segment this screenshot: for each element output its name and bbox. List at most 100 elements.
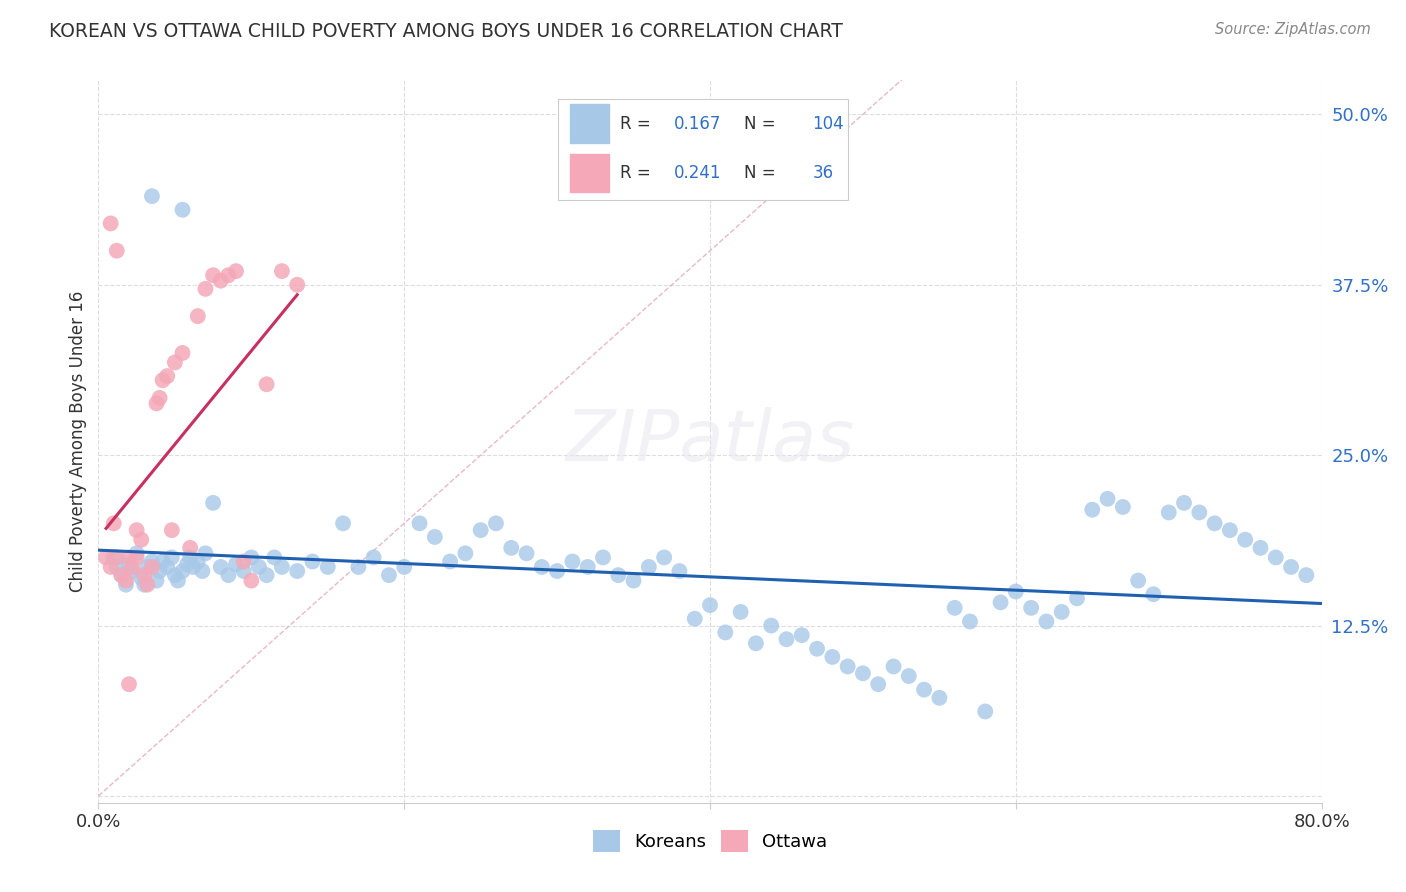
Point: [136, 560, 159, 574]
Point: [181, 560, 204, 574]
Point: [837, 659, 859, 673]
Point: [439, 554, 461, 568]
Point: [191, 564, 214, 578]
Point: [209, 274, 232, 288]
Point: [790, 628, 813, 642]
Point: [232, 554, 254, 568]
Point: [270, 264, 292, 278]
Point: [121, 560, 143, 574]
Point: [1050, 605, 1073, 619]
Point: [202, 496, 225, 510]
Point: [100, 560, 122, 574]
Point: [160, 523, 183, 537]
Point: [408, 516, 430, 531]
Point: [202, 268, 225, 283]
Point: [256, 377, 278, 392]
Bar: [571, 104, 609, 144]
Point: [806, 641, 828, 656]
Point: [105, 550, 128, 565]
Point: [121, 564, 143, 578]
Point: [912, 682, 935, 697]
Point: [225, 264, 247, 278]
Point: [232, 564, 254, 578]
Legend: Koreans, Ottawa: Koreans, Ottawa: [585, 822, 835, 859]
Point: [1264, 550, 1286, 565]
Point: [125, 550, 148, 565]
Point: [160, 550, 183, 565]
Point: [118, 677, 141, 691]
Point: [1112, 500, 1135, 514]
Point: [576, 560, 599, 574]
Point: [156, 560, 179, 574]
Point: [332, 516, 354, 531]
Point: [136, 577, 159, 591]
Point: [134, 568, 156, 582]
Text: ZIPatlas: ZIPatlas: [565, 407, 855, 476]
Point: [1188, 505, 1211, 519]
Point: [179, 550, 201, 565]
Point: [194, 282, 217, 296]
Point: [240, 550, 263, 565]
Point: [1219, 523, 1241, 537]
Point: [301, 554, 323, 568]
Point: [1019, 600, 1042, 615]
Point: [1279, 560, 1302, 574]
Point: [145, 396, 167, 410]
Text: KOREAN VS OTTAWA CHILD POVERTY AMONG BOYS UNDER 16 CORRELATION CHART: KOREAN VS OTTAWA CHILD POVERTY AMONG BOY…: [49, 22, 844, 41]
Point: [668, 564, 690, 578]
Point: [105, 560, 128, 574]
Point: [187, 309, 209, 323]
Point: [149, 391, 172, 405]
Text: R =: R =: [620, 164, 657, 182]
Point: [194, 546, 217, 560]
Point: [423, 530, 446, 544]
Point: [454, 546, 477, 560]
Point: [1066, 591, 1088, 606]
Point: [240, 574, 263, 588]
Point: [141, 189, 163, 203]
Point: [125, 546, 148, 560]
Point: [1004, 584, 1026, 599]
Text: R =: R =: [620, 115, 657, 133]
Text: Source: ZipAtlas.com: Source: ZipAtlas.com: [1215, 22, 1371, 37]
Point: [115, 574, 138, 588]
Point: [172, 202, 194, 217]
Point: [163, 355, 186, 369]
Point: [516, 546, 538, 560]
Point: [1157, 505, 1180, 519]
Point: [561, 554, 583, 568]
Point: [115, 577, 138, 591]
Point: [163, 568, 186, 582]
Point: [1128, 574, 1150, 588]
Point: [592, 550, 614, 565]
Point: [316, 560, 339, 574]
Point: [179, 541, 201, 555]
Point: [105, 244, 128, 258]
Point: [270, 560, 292, 574]
Point: [156, 369, 179, 384]
Point: [530, 560, 553, 574]
Point: [1142, 587, 1164, 601]
Point: [607, 568, 630, 582]
Point: [129, 571, 152, 585]
Point: [730, 605, 752, 619]
Point: [285, 277, 308, 292]
Point: [94, 550, 117, 565]
Point: [103, 550, 125, 565]
Text: 36: 36: [813, 164, 834, 182]
Point: [759, 618, 782, 632]
Point: [209, 560, 232, 574]
Point: [118, 550, 141, 565]
Point: [883, 659, 905, 673]
Point: [623, 574, 645, 588]
Point: [145, 574, 167, 588]
Point: [1295, 568, 1317, 582]
Point: [176, 558, 198, 572]
Point: [152, 554, 174, 568]
Point: [501, 541, 523, 555]
Point: [187, 554, 209, 568]
Point: [745, 636, 768, 650]
Point: [256, 568, 278, 582]
Point: [1204, 516, 1226, 531]
Point: [1249, 541, 1271, 555]
